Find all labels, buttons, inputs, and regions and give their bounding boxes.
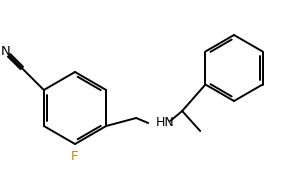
Text: HN: HN [156,116,175,130]
Text: N: N [1,45,11,58]
Text: F: F [71,150,79,162]
